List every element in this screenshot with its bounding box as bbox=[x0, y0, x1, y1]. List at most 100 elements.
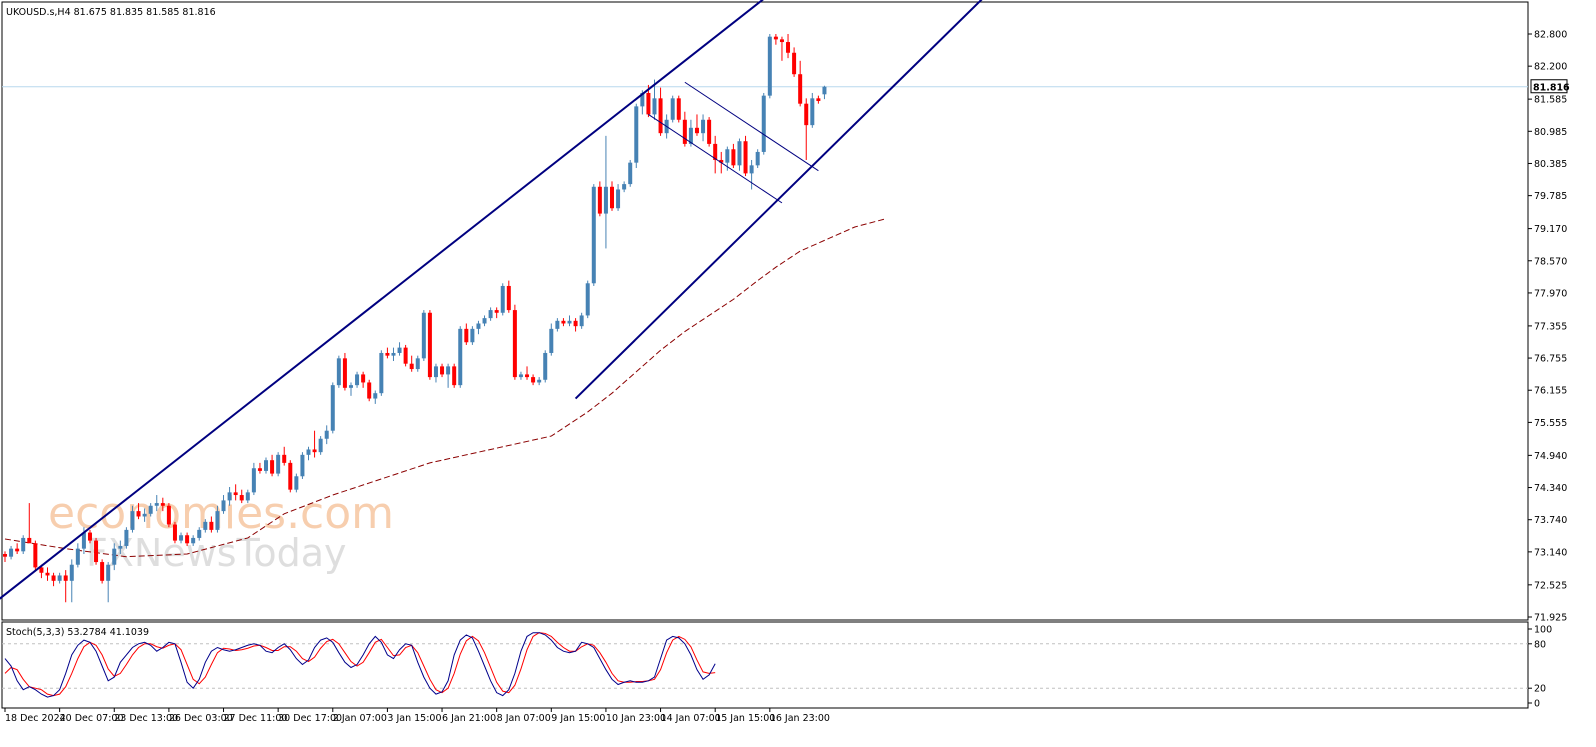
candle-body bbox=[39, 567, 44, 573]
candle-body bbox=[810, 98, 815, 126]
candle-body bbox=[87, 532, 92, 541]
candle-body bbox=[203, 521, 208, 530]
moving-average-line bbox=[4, 218, 886, 558]
channel-upper-line bbox=[0, 0, 764, 600]
candle-body bbox=[318, 438, 323, 453]
candle-body bbox=[421, 312, 426, 359]
candle-body bbox=[264, 460, 269, 471]
candle-body bbox=[397, 347, 402, 353]
stoch-plot-frame bbox=[1, 621, 1529, 709]
candle-body bbox=[63, 575, 68, 581]
candle-body bbox=[713, 143, 718, 160]
candle-body bbox=[136, 511, 141, 517]
candle-body bbox=[148, 505, 153, 514]
channel-lower-line bbox=[574, 0, 983, 400]
candle-body bbox=[415, 358, 420, 370]
candle-body bbox=[452, 366, 457, 386]
candle-body bbox=[373, 393, 378, 399]
candle-body bbox=[379, 352, 384, 394]
candle-body bbox=[185, 535, 190, 544]
candle-body bbox=[427, 312, 432, 378]
chart-header: UKOUSD.s,H4 81.675 81.835 81.585 81.816 bbox=[6, 7, 216, 18]
candle-body bbox=[512, 310, 517, 378]
candle-body bbox=[622, 184, 627, 190]
candle-body bbox=[591, 186, 596, 284]
candle-body bbox=[725, 149, 730, 163]
candle-body bbox=[100, 562, 105, 581]
candle-body bbox=[191, 537, 196, 544]
price-tick-label: 73.140 bbox=[1534, 547, 1567, 558]
price-tick-label: 79.785 bbox=[1534, 191, 1567, 202]
candle-body bbox=[130, 511, 135, 530]
candle-body bbox=[761, 95, 766, 152]
candle-body bbox=[694, 127, 699, 134]
candle-body bbox=[464, 328, 469, 343]
stoch-tick-label: 80 bbox=[1534, 639, 1546, 650]
price-tick-label: 78.570 bbox=[1534, 256, 1567, 267]
watermark-economies: economies.com bbox=[48, 488, 394, 539]
price-tick-label: 80.985 bbox=[1534, 127, 1567, 138]
candle-body bbox=[646, 92, 651, 115]
candle-body bbox=[440, 366, 445, 375]
time-tick-label: 10 Jan 23:00 bbox=[606, 713, 666, 724]
candle-body bbox=[701, 119, 706, 134]
candle-body bbox=[658, 98, 663, 134]
candle-body bbox=[288, 462, 293, 490]
candle-body bbox=[804, 103, 809, 126]
candle-body bbox=[270, 460, 275, 474]
candle-body bbox=[573, 320, 578, 327]
candle-body bbox=[525, 374, 530, 378]
candle-body bbox=[306, 449, 311, 455]
candle-body bbox=[257, 468, 262, 471]
price-tick-label: 74.940 bbox=[1534, 451, 1567, 462]
candle-body bbox=[160, 503, 165, 506]
candle-body bbox=[166, 505, 171, 525]
price-tick-label: 75.555 bbox=[1534, 418, 1567, 429]
candle-body bbox=[215, 511, 220, 530]
candle-body bbox=[15, 548, 20, 552]
time-tick-label: 20 Dec 07:00 bbox=[60, 713, 124, 724]
price-tick-label: 82.800 bbox=[1534, 30, 1567, 41]
candle-body bbox=[500, 285, 505, 313]
candle-body bbox=[179, 535, 184, 541]
stoch-tick-label: 20 bbox=[1534, 684, 1546, 695]
candle-body bbox=[506, 285, 511, 311]
candle-body bbox=[579, 315, 584, 327]
candle-body bbox=[676, 98, 681, 120]
candle-body bbox=[610, 186, 614, 209]
candle-body bbox=[81, 532, 86, 549]
candle-body bbox=[172, 524, 177, 541]
candle-body bbox=[106, 564, 111, 581]
price-tick-label: 73.740 bbox=[1534, 515, 1567, 526]
candle-body bbox=[670, 98, 675, 120]
stoch-main-line bbox=[4, 632, 716, 698]
time-tick-label: 2 Jan 07:00 bbox=[333, 713, 387, 724]
candle-body bbox=[731, 149, 736, 166]
flag-lower-line bbox=[648, 113, 783, 204]
candle-body bbox=[640, 92, 645, 107]
candle-body bbox=[603, 186, 608, 214]
price-tick-label: 80.385 bbox=[1534, 159, 1567, 170]
candle-body bbox=[385, 352, 390, 356]
candle-body bbox=[69, 564, 74, 581]
time-tick-label: 14 Jan 07:00 bbox=[661, 713, 721, 724]
candle-body bbox=[336, 358, 341, 386]
candle-body bbox=[773, 36, 778, 40]
current-price-badge bbox=[1530, 79, 1568, 94]
candle-body bbox=[118, 545, 123, 549]
stoch-label: Stoch(5,3,3) 53.2784 41.1039 bbox=[6, 627, 149, 638]
candle-body bbox=[488, 310, 493, 319]
candle-body bbox=[94, 540, 99, 563]
time-tick-label: 16 Jan 23:00 bbox=[770, 713, 830, 724]
candle-body bbox=[682, 119, 687, 144]
time-tick-label: 23 Dec 13:00 bbox=[114, 713, 178, 724]
stoch-tick-label: 0 bbox=[1534, 699, 1540, 710]
price-tick-label: 74.340 bbox=[1534, 483, 1567, 494]
candle-body bbox=[276, 454, 281, 474]
time-tick-label: 6 Jan 21:00 bbox=[442, 713, 496, 724]
time-tick-label: 3 Jan 15:00 bbox=[387, 713, 441, 724]
candle-body bbox=[555, 320, 560, 329]
candle-body bbox=[816, 98, 821, 102]
candle-body bbox=[57, 575, 62, 581]
candle-body bbox=[221, 500, 226, 512]
